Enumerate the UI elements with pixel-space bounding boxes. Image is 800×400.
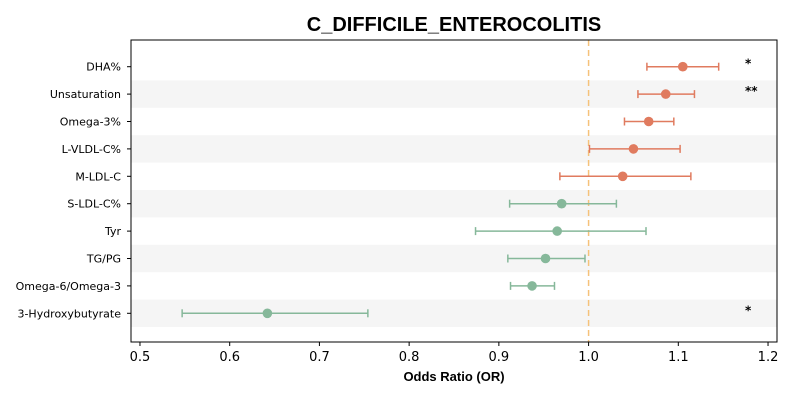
or-point: [643, 116, 654, 127]
category-label: S-LDL-C%: [67, 198, 121, 211]
x-tick-label: 0.5: [130, 350, 151, 365]
or-point: [677, 61, 688, 72]
x-tick-label: 0.8: [399, 350, 420, 365]
category-label: Omega-6/Omega-3: [16, 280, 121, 293]
category-label: Unsaturation: [50, 88, 121, 101]
plot-frame: [130, 39, 778, 343]
category-label: Omega-3%: [60, 116, 121, 129]
x-tick-label: 0.7: [309, 350, 330, 365]
x-tick-label: 1.2: [758, 350, 779, 365]
or-point: [540, 253, 551, 264]
significance-markers: ****: [745, 57, 758, 318]
significance-marker: *: [745, 303, 752, 317]
x-tick-label: 0.6: [219, 350, 240, 365]
category-label: DHA%: [86, 61, 121, 74]
x-tick-label: 0.9: [489, 350, 510, 365]
x-tick-label: 1.1: [668, 350, 689, 365]
category-label: 3-Hydroxybutyrate: [17, 307, 121, 320]
significance-marker: **: [745, 84, 758, 98]
x-axis-label: Odds Ratio (OR): [403, 369, 504, 384]
or-point: [552, 226, 562, 236]
category-label: Tyr: [104, 225, 122, 238]
category-labels: DHA% Unsaturation Omega-3% L-VLDL-C% M-LDL-C…: [16, 61, 131, 320]
row-band: [131, 244, 777, 273]
or-point: [262, 308, 273, 319]
category-label: M-LDL-C: [75, 170, 121, 183]
or-point: [617, 171, 628, 182]
category-label: TG/PG: [86, 253, 121, 266]
row-band: [131, 190, 777, 218]
category-label: L-VLDL-C%: [62, 143, 121, 156]
or-point: [556, 198, 567, 209]
x-tick-label: 1.0: [578, 350, 599, 365]
or-point: [527, 281, 537, 291]
chart-title: C_DIFFICILE_ENTEROCOLITIS: [307, 14, 601, 36]
significance-marker: *: [745, 57, 752, 71]
or-point: [628, 144, 639, 154]
or-point: [660, 89, 671, 99]
row-bands: [131, 80, 777, 327]
plot-marks: [181, 61, 720, 319]
x-axis-ticks: 0.5 0.6 0.7 0.8 0.9 1.0 1.1 1.2: [130, 342, 779, 365]
